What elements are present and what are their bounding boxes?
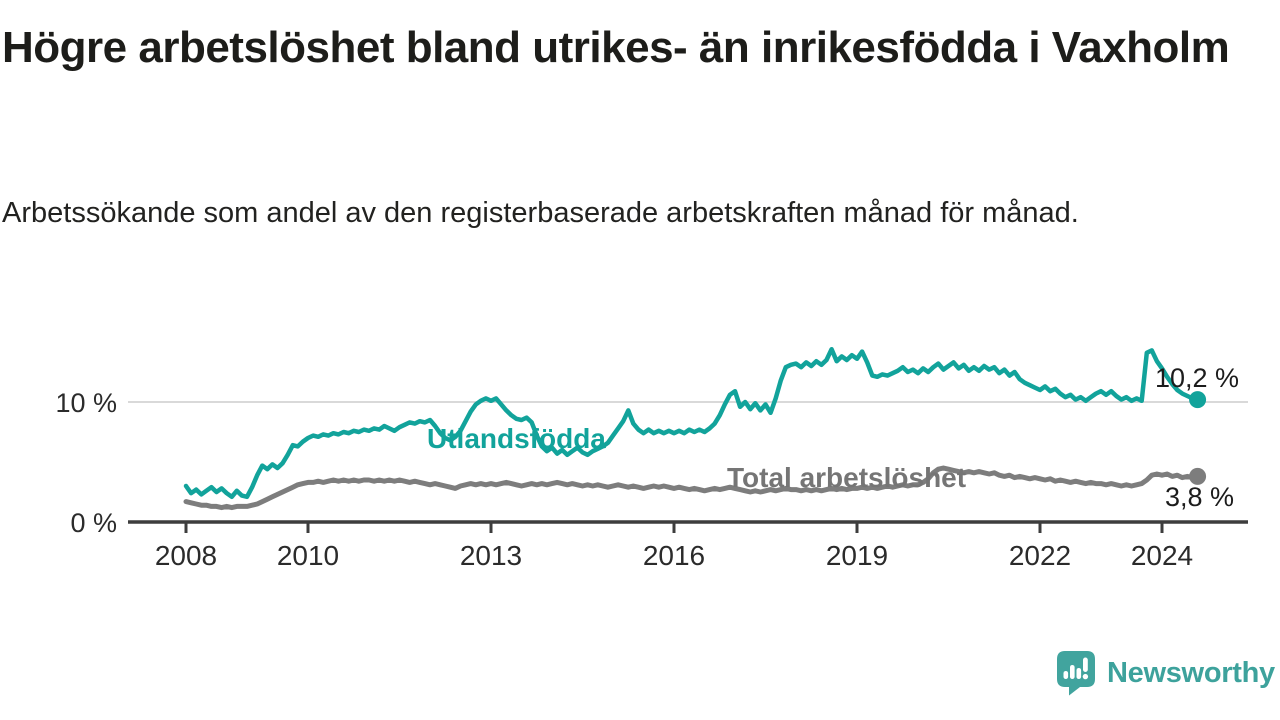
x-axis-tick-label: 2013 — [460, 540, 522, 571]
page-title: Högre arbetslöshet bland utrikes- än inr… — [2, 23, 1230, 72]
series-line-1 — [183, 465, 1201, 511]
bar-3 — [1076, 668, 1082, 679]
newsworthy-logo-icon — [1057, 651, 1095, 696]
series-line-0 — [183, 346, 1200, 500]
bar-1 — [1063, 671, 1069, 679]
series-label-0: Utlandsfödda — [427, 423, 606, 454]
y-axis-tick-label: 0 % — [70, 508, 117, 538]
y-axis-tick-label: 10 % — [55, 388, 117, 418]
series-end-value-0: 10,2 % — [1155, 363, 1239, 393]
exclamation-dot — [1082, 673, 1089, 680]
page-subtitle: Arbetssökande som andel av den registerb… — [2, 197, 1079, 229]
series-label-1: Total arbetslöshet — [727, 462, 966, 493]
x-axis-tick-label: 2008 — [155, 540, 217, 571]
x-axis-tick-label: 2019 — [826, 540, 888, 571]
exclamation-bar — [1083, 657, 1088, 672]
x-axis-tick-label: 2022 — [1009, 540, 1071, 571]
series-end-value-1: 3,8 % — [1165, 482, 1234, 512]
speech-bubble-shape — [1057, 651, 1095, 696]
series-end-dot-0 — [1189, 391, 1207, 409]
bar-2 — [1070, 665, 1075, 679]
newsworthy-logo: Newsworthy — [1056, 650, 1275, 696]
x-axis-tick-label: 2024 — [1131, 540, 1193, 571]
line-chart: 10 % 0 % 2008 2010 2013 2016 2019 2022 2024 Utlan… — [55, 346, 1248, 571]
x-axis-tick-label: 2016 — [643, 540, 705, 571]
newsworthy-logo-text: Newsworthy — [1107, 657, 1275, 689]
x-axis-tick-label: 2010 — [277, 540, 339, 571]
series-end-dot-1 — [1189, 467, 1207, 485]
